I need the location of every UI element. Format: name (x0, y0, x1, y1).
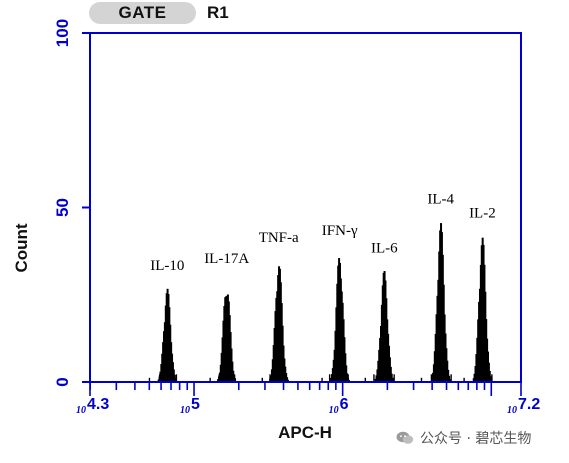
gate-value: R1 (207, 3, 229, 22)
peak-label: IL-6 (371, 240, 398, 256)
histogram-bar (226, 377, 228, 382)
peak-label: IFN-γ (322, 223, 358, 239)
histogram-bar (174, 378, 177, 382)
peak-label: IL-17A (204, 251, 249, 267)
histogram-bar (328, 374, 331, 382)
histogram-bar (261, 377, 263, 382)
histogram-bars (148, 223, 493, 382)
histogram-bar (364, 377, 367, 382)
histogram-bar (450, 374, 452, 382)
histogram-bar (346, 373, 349, 382)
peak-labels: IL-10 IL-17A TNF-a IFN-γ IL-6 IL-4 IL-2 (150, 192, 496, 274)
histogram-bar (347, 379, 350, 382)
histogram-bar (286, 379, 289, 382)
histogram-bar (175, 374, 178, 382)
peak-label: IL-2 (469, 205, 496, 221)
histogram-bar (347, 374, 349, 382)
x-tick-label: 10 7.2 (507, 396, 540, 416)
histogram-bar (158, 374, 161, 382)
x-tick-exponent: 4.3 (87, 396, 109, 413)
histogram-bar (276, 377, 279, 382)
histogram-bar (285, 374, 287, 382)
histogram-bar (373, 374, 375, 382)
histogram-bar (420, 377, 423, 382)
histogram-bar (233, 374, 236, 382)
gate-pill (89, 2, 196, 24)
plot-frame (89, 32, 522, 383)
x-tick-base: 10 (76, 405, 86, 416)
wechat-icon (396, 431, 414, 444)
x-tick-base: 10 (329, 405, 339, 416)
histogram-bar (483, 377, 485, 382)
y-tick-label: 100 (53, 19, 72, 47)
histogram-bar (391, 377, 394, 382)
histogram-bar (167, 377, 170, 382)
peak-label: IL-10 (150, 258, 184, 274)
histogram-bar (393, 374, 395, 382)
histogram-bar (448, 379, 451, 382)
x-tick-exponent: 7.2 (518, 396, 540, 413)
x-tick-label: 10 4.3 (76, 396, 109, 416)
y-axis-label: Count (12, 223, 31, 272)
histogram-bar (148, 377, 151, 382)
histogram-bar (448, 375, 451, 382)
watermark-text: 公众号 · 碧芯生物 (420, 431, 532, 447)
histogram-bar (209, 377, 211, 382)
x-tick-label: 10 5 (180, 396, 200, 416)
histogram-bar (390, 373, 393, 382)
histogram-bar (218, 374, 220, 382)
histogram-bar (321, 377, 323, 382)
histogram-bar (383, 377, 385, 382)
histogram-bar (430, 374, 433, 382)
histogram-bar (473, 374, 476, 382)
x-tick-base: 10 (507, 405, 517, 416)
x-tick-base: 10 (180, 405, 190, 416)
histogram-bar (441, 377, 443, 382)
histogram-bar (463, 377, 465, 382)
peak-label: IL-4 (427, 192, 454, 208)
peak-label: TNF-a (259, 230, 299, 246)
x-tick-exponent: 5 (191, 396, 200, 413)
y-tick-label: 50 (53, 198, 72, 217)
histogram-bar (489, 376, 492, 382)
histogram-bar (337, 377, 339, 382)
x-axis-label: APC-H (278, 423, 332, 442)
x-tick-exponent: 6 (340, 396, 349, 413)
watermark: 公众号 · 碧芯生物 (396, 428, 531, 448)
x-tick-label: 10 6 (329, 396, 349, 416)
histogram-bar (269, 374, 271, 382)
histogram-bar (491, 374, 493, 382)
histogram-bar (286, 377, 289, 382)
gate-label: GATE (118, 3, 167, 22)
y-tick-label: 0 (53, 377, 72, 386)
